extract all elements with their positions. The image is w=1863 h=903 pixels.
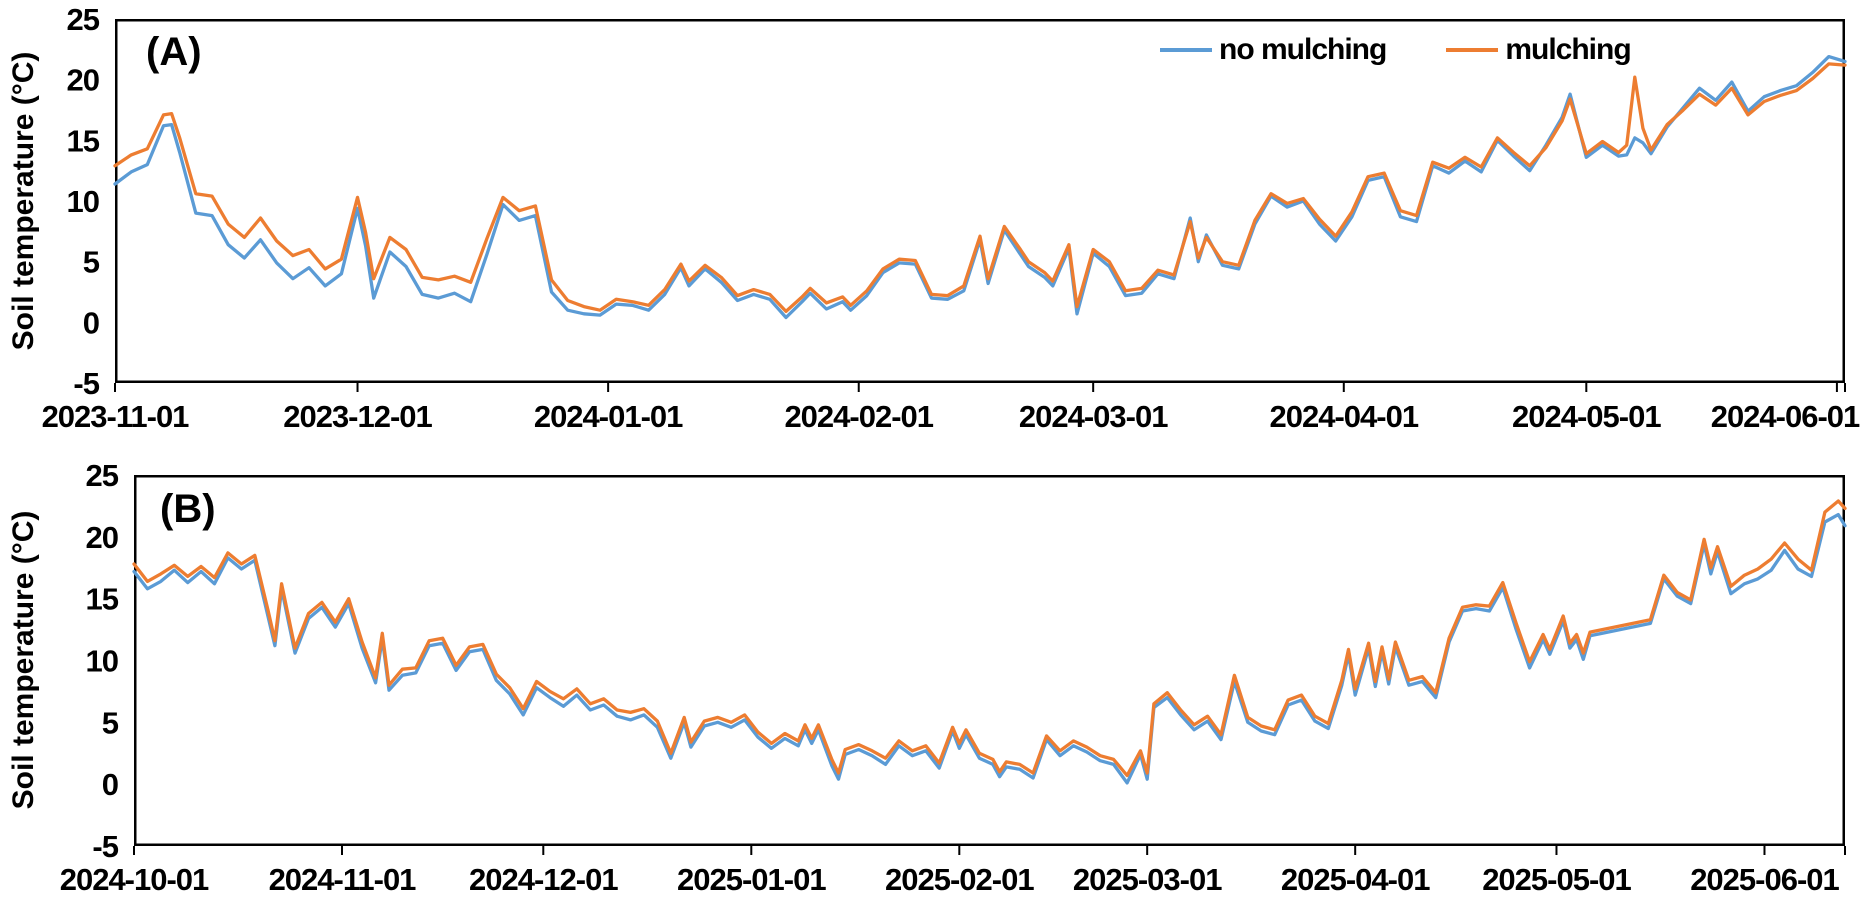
panel-a-y-axis-title: Soil temperature (°C) <box>7 51 40 351</box>
y-tick-label: 5 <box>83 245 100 280</box>
y-tick-label: 15 <box>67 123 100 158</box>
no-mulching-legend-label: no mulching <box>1219 33 1387 66</box>
x-tick-label: 2024-10-01 <box>60 862 209 897</box>
legend: no mulching mulching <box>1160 33 1632 67</box>
no-mulching-line <box>132 512 1847 785</box>
y-tick-label: 10 <box>86 644 118 679</box>
x-tick-label: 2024-03-01 <box>1019 399 1168 434</box>
mulching-legend-line-icon <box>1446 48 1499 52</box>
x-tick-label: 2025-02-01 <box>885 862 1034 897</box>
x-tick-label: 2024-06-01 <box>1711 399 1860 434</box>
y-tick-label: 20 <box>67 63 99 98</box>
x-tick-label: 2024-04-01 <box>1269 399 1418 434</box>
y-tick-label: 0 <box>83 305 99 340</box>
x-tick-label: 2024-02-01 <box>784 399 933 434</box>
x-tick-label: 2025-03-01 <box>1073 862 1222 897</box>
panel-b-y-axis-title: Soil temperature (°C) <box>7 510 40 810</box>
x-tick-label: 2024-11-01 <box>269 862 417 897</box>
legend-item-mulching: mulching <box>1446 33 1632 67</box>
x-tick-label: 2025-05-01 <box>1482 862 1631 897</box>
y-tick-label: 10 <box>67 184 99 219</box>
plot-border <box>115 19 1845 383</box>
x-tick-label: 2025-01-01 <box>677 862 826 897</box>
x-tick-label: 2025-04-01 <box>1281 862 1430 897</box>
mulching-line <box>113 62 1847 314</box>
x-tick-label: 2025-06-01 <box>1690 862 1839 897</box>
y-tick-label: -5 <box>92 829 118 864</box>
x-tick-label: 2023-11-01 <box>42 399 190 434</box>
y-tick-label: 5 <box>102 705 119 740</box>
y-tick-label: 20 <box>86 520 118 555</box>
x-tick-label: 2024-01-01 <box>534 399 683 434</box>
panel-b-label: (B) <box>160 487 216 531</box>
plot-border <box>134 475 1845 846</box>
y-tick-label: -5 <box>73 366 99 401</box>
mulching-line <box>132 499 1847 778</box>
mulching-legend-label: mulching <box>1505 33 1631 66</box>
y-tick-label: 15 <box>86 582 119 617</box>
y-tick-label: 25 <box>86 458 119 493</box>
x-tick-label: 2024-12-01 <box>469 862 618 897</box>
y-tick-label: 25 <box>67 2 100 37</box>
panel-a-label: (A) <box>146 30 202 74</box>
no-mulching-legend-line-icon <box>1160 48 1212 52</box>
y-tick-label: 0 <box>102 767 118 802</box>
x-tick-label: 2024-05-01 <box>1512 399 1661 434</box>
legend-item-no-mulching: no mulching <box>1160 33 1387 67</box>
x-tick-label: 2023-12-01 <box>283 399 432 434</box>
